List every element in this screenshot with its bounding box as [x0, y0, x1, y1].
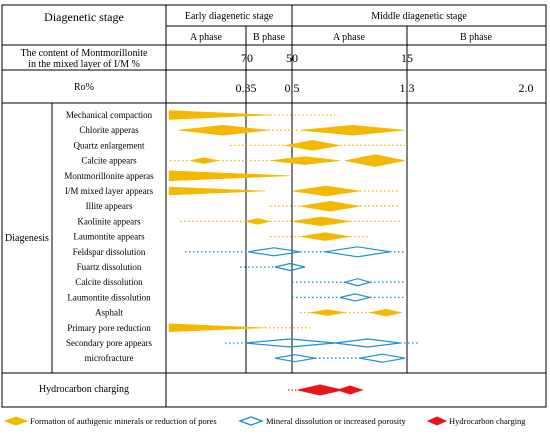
process-intensity-diamond [291, 185, 361, 197]
montmorillonite-label-line1: The content of Montmorillonite [21, 48, 148, 59]
process-row-marks [168, 323, 310, 333]
process-intensity-diamond [339, 293, 371, 302]
process-intensity-diamond [334, 338, 401, 348]
process-row-marks [292, 293, 405, 302]
process-label: Kaolinite appears [77, 216, 141, 226]
process-row-marks [270, 232, 370, 241]
middle-b-phase-label: B phase [460, 32, 493, 43]
process-label: Montmorillonite apperas [64, 171, 154, 181]
mont-tick-15: 15 [401, 51, 413, 65]
hydrocarbon-charging-label: Hydrocarbon charging [39, 384, 129, 395]
process-row-marks [240, 262, 306, 272]
process-label: microfracture [85, 353, 134, 363]
process-row-marks [170, 154, 406, 167]
process-intensity-diamond [177, 124, 269, 136]
ro-label: Ro% [74, 82, 94, 93]
process-label: Fuartz dissolution [77, 262, 142, 272]
middle-a-phase-label: A phase [333, 32, 366, 43]
legend-hydrocarbon-swatch [426, 416, 448, 426]
process-label: Calcite dissolution [75, 277, 143, 287]
diagenetic-stage-title: Diagenetic stage [44, 10, 124, 24]
legend-dissolution-label: Mineral dissolution or increased porosit… [266, 416, 407, 426]
process-intensity-diamond [269, 156, 341, 165]
process-intensity-diamond [244, 338, 336, 348]
process-label: Secondary pore appears [66, 338, 152, 348]
process-intensity-wedge [168, 323, 266, 333]
process-label: Feldspar dissolution [73, 247, 146, 257]
process-intensity-diamond [342, 278, 373, 287]
ro-tick-05: 0.5 [285, 81, 300, 95]
process-label: Chlorite apperas [79, 125, 139, 135]
hydrocarbon-charging-diamond [336, 385, 364, 395]
process-row-marks [225, 338, 420, 348]
process-intensity-diamond [274, 262, 306, 272]
early-stage-label: Early diagenetic stage [185, 11, 274, 22]
process-intensity-diamond [359, 353, 406, 363]
process-label: Asphalt [95, 308, 123, 318]
process-row-marks [230, 140, 405, 151]
process-row-marks [292, 278, 405, 287]
process-row-marks [168, 185, 400, 197]
process-intensity-diamond [189, 157, 219, 164]
ro-tick-035: 0.35 [236, 81, 257, 95]
diagenesis-label: Diagenesis [5, 233, 49, 244]
legend-hydrocarbon-label: Hydrocarbon charging [449, 416, 526, 426]
process-label: Quartz enlargement [73, 140, 145, 150]
grid-lines [1, 4, 547, 408]
process-intensity-diamond [299, 200, 361, 212]
middle-stage-label: Middle diagenetic stage [371, 11, 467, 22]
process-intensity-diamond [344, 154, 406, 167]
process-row-marks [300, 308, 403, 317]
process-row-marks [180, 216, 400, 227]
process-row-marks [274, 353, 406, 363]
process-row-marks [185, 246, 405, 258]
process-intensity-wedge [168, 110, 271, 120]
process-intensity-diamond [244, 218, 271, 225]
hydrocarbon-charging-diamond [297, 384, 343, 396]
process-label: Illite appears [86, 201, 133, 211]
hydrocarbon-marks [288, 384, 364, 396]
process-intensity-wedge [168, 170, 291, 182]
process-label: Calcite appears [81, 156, 137, 166]
mont-tick-70: 70 [241, 51, 253, 65]
process-label: Primary pore reduction [67, 323, 151, 333]
process-intensity-diamond [291, 216, 351, 227]
process-row-marks [270, 200, 400, 212]
process-row-marks [168, 170, 291, 182]
mont-tick-50: 50 [286, 51, 298, 65]
process-row-marks [168, 110, 335, 120]
process-intensity-diamond [324, 246, 391, 258]
process-labels: Mechanical compaction Chlorite apperas Qua… [64, 110, 154, 363]
ro-tick-20: 2.0 [519, 81, 534, 95]
process-intensity-diamond [309, 309, 346, 316]
montmorillonite-label-line2: in the mixed layer of I/M % [28, 59, 140, 70]
early-a-phase-label: A phase [190, 32, 223, 43]
legend-authigenic-swatch [3, 416, 29, 426]
ro-tick-13: 1.3 [400, 81, 415, 95]
process-label: I/M mixed layer appears [65, 186, 154, 196]
process-intensity-wedge [168, 186, 266, 196]
process-intensity-diamond [284, 140, 341, 151]
early-b-phase-label: B phase [253, 32, 286, 43]
process-label: Mechanical compaction [66, 110, 153, 120]
process-row-marks [177, 124, 406, 136]
process-label: Laumontite dissolution [67, 292, 151, 302]
process-marks [168, 110, 420, 363]
process-intensity-diamond [369, 308, 403, 317]
process-intensity-diamond [299, 232, 351, 241]
process-intensity-diamond [274, 354, 316, 363]
process-intensity-diamond [299, 124, 406, 136]
legend: Formation of authigenic minerals or redu… [3, 416, 526, 426]
legend-authigenic-label: Formation of authigenic minerals or redu… [30, 416, 217, 426]
process-label: Laumontite appears [73, 232, 145, 242]
legend-dissolution-swatch [238, 416, 264, 426]
